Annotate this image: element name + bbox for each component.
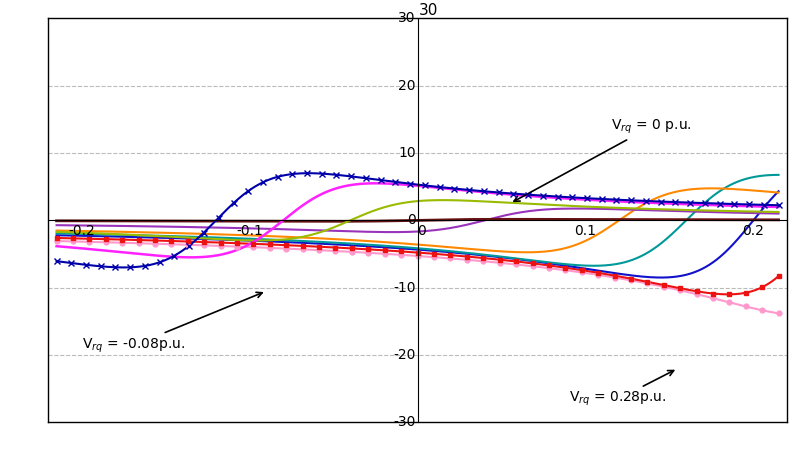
- Text: -10: -10: [393, 280, 415, 295]
- Text: -0.1: -0.1: [236, 224, 263, 238]
- Text: 10: 10: [398, 146, 415, 160]
- Text: 30: 30: [419, 3, 438, 18]
- Text: V$_{rq}$ = 0.28p.u.: V$_{rq}$ = 0.28p.u.: [568, 370, 673, 409]
- Text: 0: 0: [407, 213, 415, 227]
- Text: -0.2: -0.2: [68, 224, 95, 238]
- Text: 0.1: 0.1: [573, 224, 596, 238]
- Text: 0: 0: [417, 224, 426, 238]
- Text: V$_{rq}$ = 0 p.u.: V$_{rq}$ = 0 p.u.: [513, 118, 691, 201]
- Text: 30: 30: [398, 11, 415, 25]
- Text: 20: 20: [398, 78, 415, 93]
- Text: 0.2: 0.2: [742, 224, 764, 238]
- Text: V$_{rq}$ = -0.08p.u.: V$_{rq}$ = -0.08p.u.: [82, 292, 261, 355]
- Text: -30: -30: [393, 415, 415, 429]
- Text: -20: -20: [393, 348, 415, 362]
